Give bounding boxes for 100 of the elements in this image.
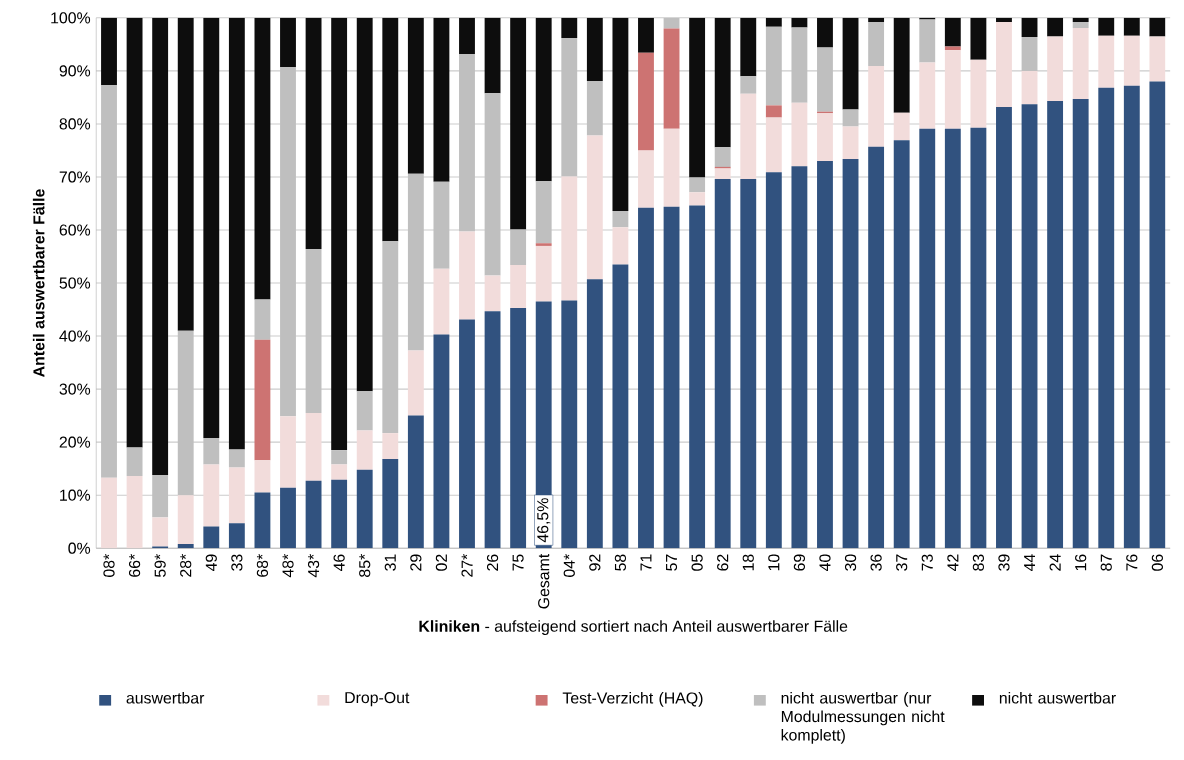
bar [919,19,936,63]
x-tick-label: 08* [103,553,115,577]
bar [459,17,475,54]
bar [484,275,501,311]
bar [689,17,706,178]
x-tick-label: 24 [1049,554,1061,571]
bar [152,517,169,547]
bar [561,17,578,38]
bar [356,430,373,470]
bar [101,17,117,85]
x-tick-label: 85* [359,553,371,577]
bar [765,105,782,118]
y-tick-label: 70% [59,171,91,183]
bar [331,464,348,480]
bar [459,319,475,548]
y-tick-label: 10% [60,489,91,501]
bar [510,229,527,265]
bar [817,113,833,161]
bar [791,102,808,167]
bar [510,307,527,548]
bar [535,180,552,244]
bar [586,80,603,136]
bar [817,17,833,48]
bar [842,17,859,110]
bar [586,17,603,81]
bar [740,17,757,76]
bar [254,299,271,340]
y-tick-label: 40% [59,330,91,342]
bar [791,17,808,28]
bar [228,17,245,450]
bar [842,126,859,159]
bar [561,37,578,177]
bar [126,475,143,548]
bar [254,492,271,548]
bar [228,467,245,524]
bar [868,21,885,66]
y-tick-label: 90% [59,65,91,77]
x-tick-label: 58 [614,554,627,571]
bar [791,27,808,103]
x-tick-label: 69 [793,554,806,571]
bar [663,128,680,207]
bar [561,300,578,548]
bar [944,128,961,548]
x-tick-label: 33 [231,554,243,571]
bar [689,205,706,548]
bar [356,390,373,431]
bar [638,52,654,151]
x-tick-label: 46 [333,554,345,571]
bar [714,17,731,148]
x-tick-label: 66* [128,553,141,577]
bar [280,487,296,548]
bar [305,248,322,413]
bar [586,135,603,280]
bar [101,477,117,548]
bar [484,310,501,548]
bar [331,17,348,450]
bar [919,62,936,129]
bar [535,17,552,181]
bar [612,227,629,265]
bar [433,181,450,269]
bar [1047,100,1064,548]
bar [382,17,399,241]
bar [996,106,1012,548]
bar [868,65,885,147]
bar [612,210,629,228]
x-tick-label: 43* [307,553,320,577]
bar [177,330,194,495]
bar [280,17,296,67]
bar [663,28,680,129]
bar [433,17,450,182]
bar [1149,81,1166,548]
y-tick-label: 50% [59,277,91,289]
bar [433,334,450,548]
bar [382,458,399,548]
bar [714,147,731,167]
bar [228,449,245,468]
bar [765,117,782,172]
bar [689,192,706,206]
bar [970,17,987,60]
bar [305,412,322,481]
bar [1072,21,1089,28]
y-axis-title: Anteil auswertbarer Fälle [32,188,45,377]
bar [203,437,220,465]
legend-label: auswertbar [126,691,205,704]
bar [740,93,757,179]
bar [126,17,143,448]
bar [586,279,603,548]
bar [996,21,1012,107]
bar [842,158,859,548]
bar [612,264,629,548]
bar [203,526,220,548]
bar [714,178,731,548]
x-axis-title: Kliniken - aufsteigend sortiert nach Anteil auswertbarer Fälle [419,619,848,635]
legend-label: nicht auswertbar [999,691,1116,704]
bar [1021,70,1038,105]
bar [305,17,322,249]
x-tick-label: 06 [1151,554,1163,571]
bar [1021,36,1038,71]
bar [459,231,475,320]
x-tick-label: 16 [1075,554,1087,570]
